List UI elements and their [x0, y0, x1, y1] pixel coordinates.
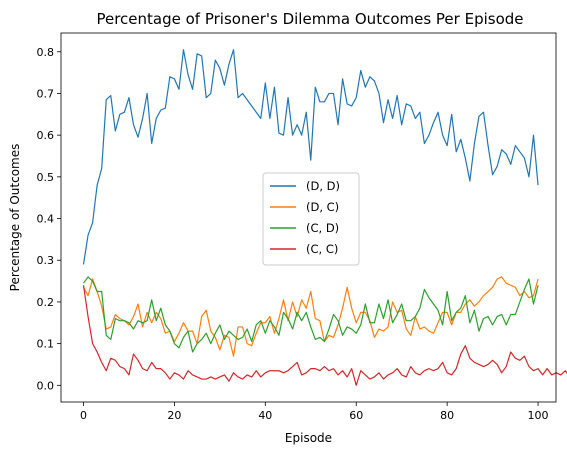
chart-title: Percentage of Prisoner's Dilemma Outcome… — [96, 10, 523, 28]
series-line-0 — [82, 49, 539, 265]
legend: (D, D) (D, C) (C, D) (C, C) — [262, 172, 360, 266]
series-line-2 — [83, 276, 539, 353]
y-axis-label: Percentage of Outcomes — [8, 144, 22, 292]
x-tick-label: 100 — [528, 409, 549, 422]
series-line-3 — [82, 285, 567, 386]
y-tick-label: 0.7 — [37, 87, 55, 100]
axes-frame — [60, 32, 557, 403]
y-tick-label: 0.1 — [37, 338, 55, 351]
x-tick-label: 40 — [258, 409, 272, 422]
y-tick-label: 0.4 — [37, 213, 55, 226]
x-tick-label: 20 — [167, 409, 181, 422]
y-tick-label: 0.8 — [37, 46, 55, 59]
legend-label: (C, D) — [306, 221, 339, 235]
y-tick-label: 0.0 — [37, 379, 55, 392]
y-tick-label: 0.3 — [37, 254, 55, 267]
x-axis-ticks: 0 20 40 60 80 100 — [80, 402, 549, 422]
y-tick-label: 0.6 — [37, 129, 55, 142]
legend-label: (D, C) — [306, 200, 339, 214]
y-axis-ticks: 0.0 0.1 0.2 0.3 0.4 0.5 0.6 0.7 0.8 — [37, 46, 61, 392]
x-axis-label: Episode — [285, 431, 332, 445]
x-tick-label: 60 — [349, 409, 363, 422]
series-layer — [82, 49, 567, 386]
legend-label: (D, D) — [306, 179, 340, 193]
legend-label: (C, C) — [306, 242, 338, 256]
x-tick-label: 0 — [80, 409, 87, 422]
series-line-1 — [82, 276, 539, 357]
legend-box — [262, 172, 360, 266]
x-tick-label: 80 — [440, 409, 454, 422]
y-tick-label: 0.5 — [37, 171, 55, 184]
y-tick-label: 0.2 — [37, 296, 55, 309]
